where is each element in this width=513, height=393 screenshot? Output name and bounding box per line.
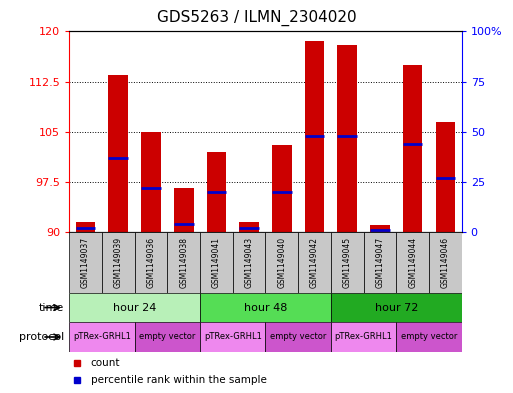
Text: hour 24: hour 24 xyxy=(113,303,156,312)
Text: pTRex-GRHL1: pTRex-GRHL1 xyxy=(204,332,262,342)
Bar xyxy=(109,75,128,232)
Bar xyxy=(331,232,364,293)
Bar xyxy=(174,188,193,232)
Text: GSM1149041: GSM1149041 xyxy=(212,237,221,288)
Text: empty vector: empty vector xyxy=(270,332,326,342)
Bar xyxy=(69,322,134,352)
Bar xyxy=(429,232,462,293)
Bar xyxy=(69,293,200,322)
Text: time: time xyxy=(39,303,64,312)
Text: GSM1149045: GSM1149045 xyxy=(343,237,352,288)
Bar xyxy=(436,121,455,232)
Text: GSM1149047: GSM1149047 xyxy=(376,237,384,288)
Bar xyxy=(134,322,200,352)
Bar xyxy=(265,232,298,293)
Bar xyxy=(396,322,462,352)
Bar xyxy=(364,232,396,293)
Bar xyxy=(298,232,331,293)
Text: GSM1149042: GSM1149042 xyxy=(310,237,319,288)
Text: GDS5263 / ILMN_2304020: GDS5263 / ILMN_2304020 xyxy=(156,9,357,26)
Bar xyxy=(233,232,266,293)
Text: GSM1149036: GSM1149036 xyxy=(147,237,155,288)
Bar xyxy=(200,322,265,352)
Text: GSM1149043: GSM1149043 xyxy=(245,237,253,288)
Bar xyxy=(76,222,95,232)
Bar xyxy=(331,322,396,352)
Bar xyxy=(102,232,134,293)
Text: GSM1149038: GSM1149038 xyxy=(179,237,188,288)
Bar xyxy=(265,322,331,352)
Bar xyxy=(331,293,462,322)
Bar xyxy=(239,222,259,232)
Bar xyxy=(403,65,422,232)
Text: hour 72: hour 72 xyxy=(374,303,418,312)
Bar xyxy=(338,45,357,232)
Bar xyxy=(200,232,233,293)
Bar xyxy=(69,232,102,293)
Bar xyxy=(200,293,331,322)
Text: GSM1149037: GSM1149037 xyxy=(81,237,90,288)
Text: GSM1149039: GSM1149039 xyxy=(114,237,123,288)
Text: hour 48: hour 48 xyxy=(244,303,287,312)
Text: pTRex-GRHL1: pTRex-GRHL1 xyxy=(73,332,131,342)
Bar xyxy=(141,132,161,232)
Text: percentile rank within the sample: percentile rank within the sample xyxy=(91,375,267,385)
Text: protocol: protocol xyxy=(19,332,64,342)
Text: pTRex-GRHL1: pTRex-GRHL1 xyxy=(334,332,392,342)
Bar xyxy=(272,145,291,232)
Bar xyxy=(305,41,324,232)
Bar xyxy=(207,152,226,232)
Text: empty vector: empty vector xyxy=(139,332,195,342)
Text: GSM1149046: GSM1149046 xyxy=(441,237,450,288)
Text: count: count xyxy=(91,358,121,367)
Text: GSM1149044: GSM1149044 xyxy=(408,237,417,288)
Bar xyxy=(370,225,390,232)
Text: GSM1149040: GSM1149040 xyxy=(278,237,286,288)
Bar xyxy=(396,232,429,293)
Bar xyxy=(134,232,167,293)
Text: empty vector: empty vector xyxy=(401,332,457,342)
Bar xyxy=(167,232,200,293)
